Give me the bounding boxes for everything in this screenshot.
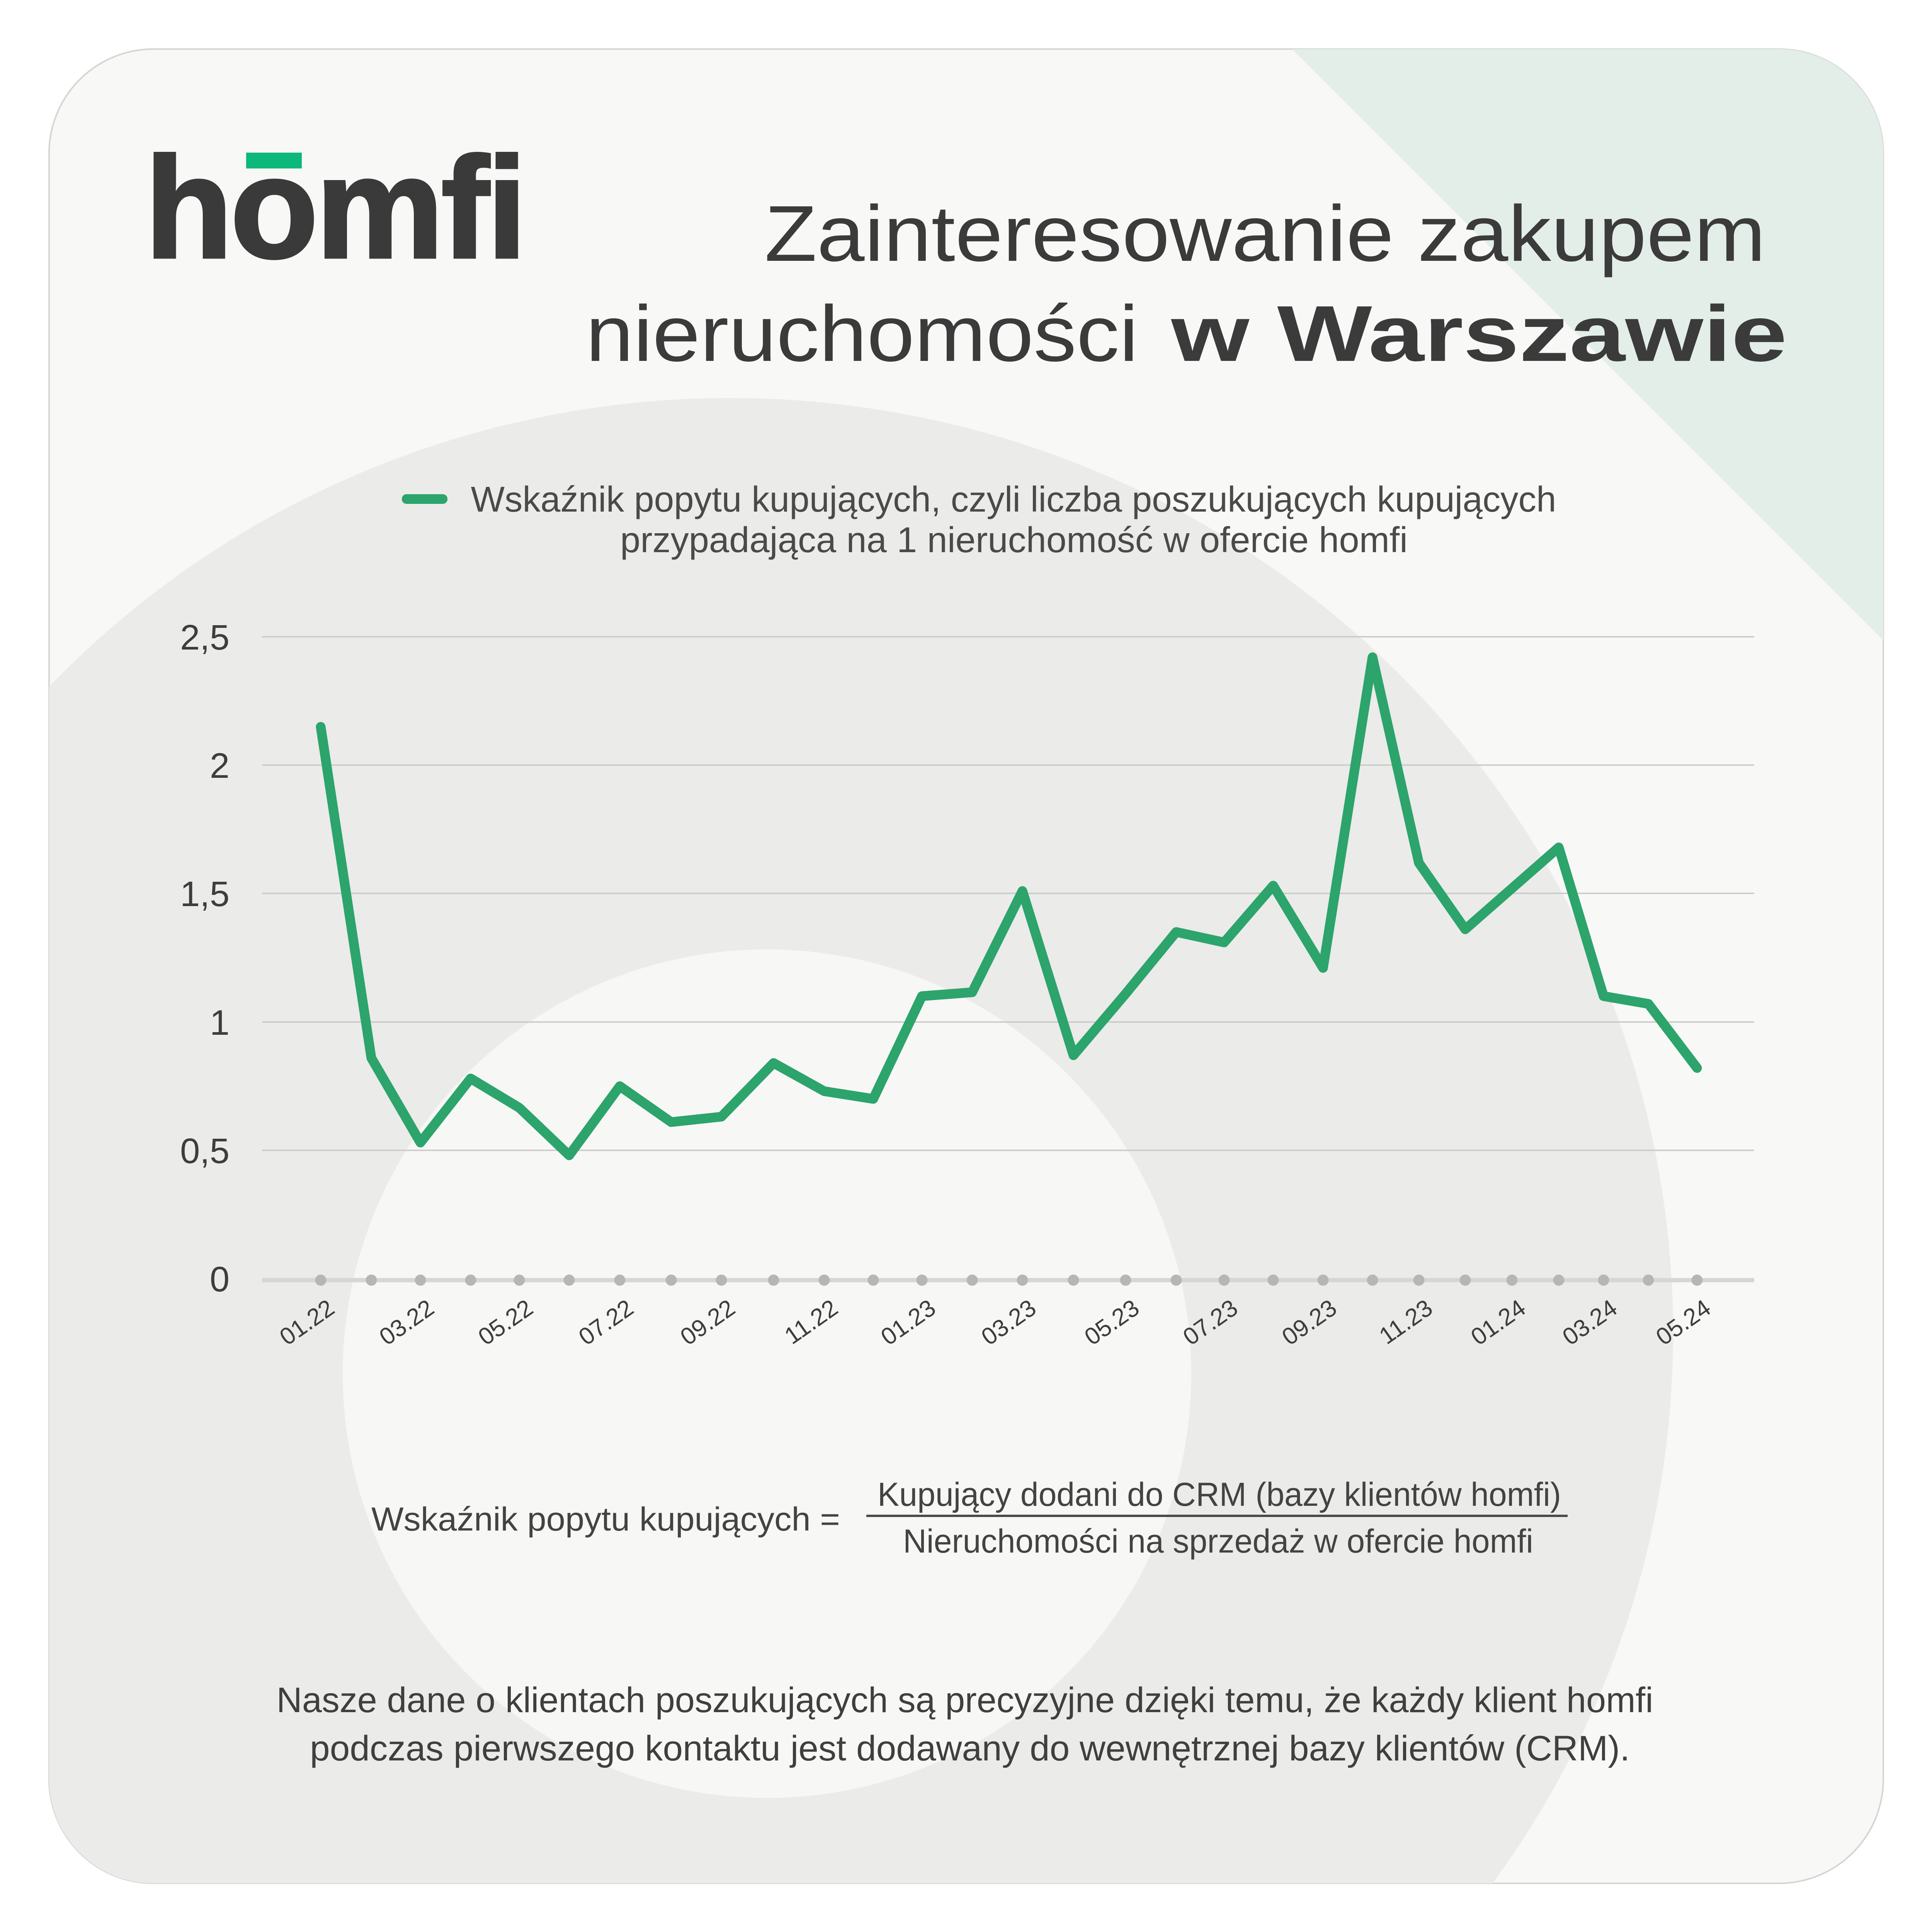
svg-text:Wskaźnik popytu kupujących =: Wskaźnik popytu kupujących =	[371, 1501, 840, 1538]
svg-text:0,5: 0,5	[180, 1131, 230, 1171]
svg-text:przypadająca na 1 nieruchomość: przypadająca na 1 nieruchomość w ofercie…	[620, 520, 1408, 560]
svg-text:nieruchomości: nieruchomości	[586, 289, 1138, 378]
svg-text:Zainteresowanie zakupem: Zainteresowanie zakupem	[765, 189, 1766, 278]
svg-text:1: 1	[210, 1003, 230, 1043]
svg-text:podczas pierwszego kontaktu je: podczas pierwszego kontaktu jest dodawan…	[310, 1729, 1630, 1768]
svg-text:Nieruchomości na sprzedaż w of: Nieruchomości na sprzedaż w ofercie homf…	[903, 1523, 1533, 1560]
svg-text:2,5: 2,5	[180, 618, 230, 657]
svg-text:homfi: homfi	[145, 127, 524, 288]
svg-text:Wskaźnik popytu kupujących, cz: Wskaźnik popytu kupujących, czyli liczba…	[471, 479, 1556, 519]
svg-text:Kupujący dodani do CRM (bazy k: Kupujący dodani do CRM (bazy klientów ho…	[878, 1476, 1561, 1513]
svg-text:Nasze dane o klientach poszuku: Nasze dane o klientach poszukujących są …	[277, 1680, 1653, 1720]
svg-text:0: 0	[210, 1260, 230, 1299]
svg-text:w Warszawie: w Warszawie	[1171, 289, 1787, 378]
svg-text:1,5: 1,5	[180, 874, 230, 914]
svg-text:2: 2	[210, 746, 230, 786]
